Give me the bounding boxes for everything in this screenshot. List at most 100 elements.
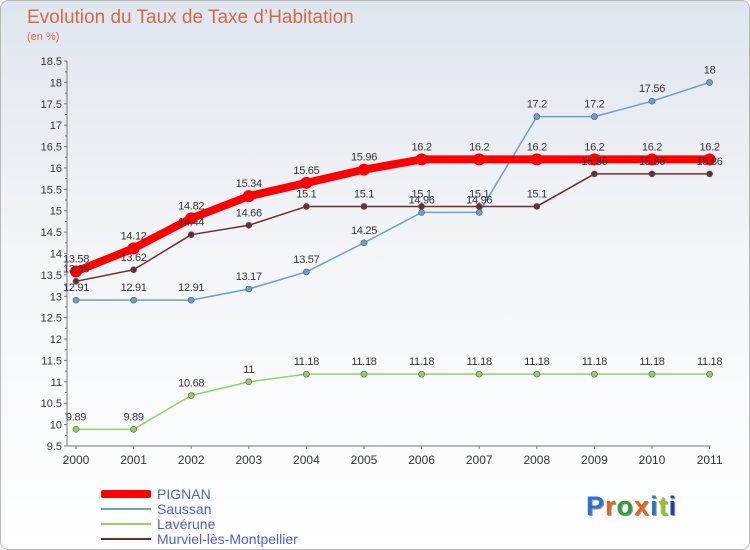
data-label-murviel-les-montpellier: 15.1: [411, 188, 431, 200]
data-label-murviel-les-montpellier: 15.86: [697, 156, 723, 168]
y-tick-label: 14: [50, 249, 62, 261]
legend-swatch-murviel: [101, 538, 151, 540]
data-point-murviel-les-montpellier: [360, 203, 368, 210]
data-label-murviel-les-montpellier: 13.35: [63, 263, 89, 275]
data-point-laverune: [72, 426, 80, 433]
logo-letter: i: [668, 491, 678, 521]
data-label-saussan: 17.2: [527, 99, 547, 111]
data-point-saussan: [591, 113, 598, 120]
data-point-laverune: [475, 370, 483, 378]
unit-label: (en %): [27, 31, 60, 43]
data-label-murviel-les-montpellier: 15.1: [527, 188, 547, 200]
data-label-laverune: 10.68: [178, 378, 204, 390]
legend-swatch-saussan: [101, 508, 151, 510]
data-point-murviel-les-montpellier: [706, 170, 713, 178]
data-label-pignan: 16.2: [642, 141, 662, 153]
legend-label-murviel: Murviel-lès-Montpellier: [157, 531, 298, 547]
data-label-laverune: 11.18: [467, 356, 492, 368]
y-tick-label: 11: [51, 377, 62, 389]
data-point-murviel-les-montpellier: [130, 266, 137, 274]
data-point-saussan: [130, 296, 137, 304]
data-point-laverune: [591, 370, 598, 378]
data-label-saussan: 12.91: [121, 282, 147, 294]
x-tick-label: 2002: [178, 453, 205, 467]
data-point-pignan: [415, 153, 428, 166]
data-point-murviel-les-montpellier: [591, 170, 598, 178]
data-point-pignan: [242, 190, 255, 203]
y-tick-label: 12.5: [41, 313, 62, 325]
x-tick-label: 2007: [466, 453, 493, 467]
data-point-pignan: [185, 212, 198, 225]
x-tick-label: 2005: [351, 453, 378, 467]
x-tick-label: 2006: [408, 453, 435, 467]
data-label-murviel-les-montpellier: 14.66: [236, 207, 262, 219]
data-point-pignan: [530, 153, 543, 166]
data-point-saussan: [706, 79, 713, 86]
y-tick-label: 18: [50, 77, 62, 89]
y-tick-label: 16.5: [41, 142, 62, 154]
series-line-murviel-les-montpellier: [75, 173, 711, 283]
data-point-saussan: [360, 239, 368, 247]
data-point-saussan: [418, 209, 425, 216]
data-point-laverune: [533, 370, 541, 378]
data-label-laverune: 11.18: [294, 356, 319, 368]
data-point-laverune: [130, 426, 137, 433]
x-tick-label: 2003: [235, 453, 262, 467]
data-label-laverune: 11.18: [697, 356, 722, 368]
data-label-laverune: 11.18: [582, 356, 607, 368]
data-point-murviel-les-montpellier: [533, 203, 541, 210]
data-point-pignan: [127, 242, 140, 255]
data-label-pignan: 14.12: [121, 230, 147, 242]
data-point-pignan: [300, 176, 313, 189]
y-tick-label: 13.5: [41, 270, 62, 282]
y-tick-label: 15.5: [41, 184, 62, 196]
data-point-saussan: [187, 296, 195, 304]
y-tick-label: 10: [50, 420, 62, 432]
data-point-murviel-les-montpellier: [648, 170, 656, 178]
x-tick-label: 2000: [63, 453, 90, 467]
y-tick-label: 14.5: [41, 227, 62, 239]
legend-label-saussan: Saussan: [157, 501, 212, 517]
data-point-laverune: [303, 370, 310, 378]
data-point-saussan: [648, 97, 656, 105]
data-label-laverune: 11.18: [639, 356, 664, 368]
series-line-laverune: [75, 373, 711, 431]
data-point-saussan: [533, 113, 541, 120]
y-tick-label: 16: [50, 163, 62, 175]
data-point-murviel-les-montpellier: [187, 231, 195, 238]
data-label-pignan: 15.34: [236, 178, 262, 190]
data-label-pignan: 16.2: [699, 141, 719, 153]
y-tick-label: 10.5: [41, 398, 62, 410]
data-point-saussan: [303, 268, 310, 276]
data-label-laverune: 9.89: [123, 411, 143, 423]
data-label-pignan: 14.82: [178, 200, 204, 212]
y-tick-label: 11.5: [41, 355, 62, 367]
data-point-laverune: [706, 370, 713, 378]
data-label-saussan: 12.91: [178, 282, 204, 294]
data-point-laverune: [648, 370, 656, 378]
data-label-murviel-les-montpellier: 15.1: [296, 188, 316, 200]
x-tick-label: 2008: [523, 453, 550, 467]
legend-swatch-pignan: [101, 490, 151, 498]
x-tick-label: 2011: [697, 453, 723, 467]
y-tick-label: 9.5: [47, 441, 62, 453]
data-point-laverune: [418, 370, 425, 378]
data-label-laverune: 11: [243, 364, 254, 376]
x-tick-label: 2004: [293, 453, 320, 467]
data-label-murviel-les-montpellier: 15.86: [639, 156, 665, 168]
legend-label-laverune: Lavérune: [157, 516, 216, 532]
logo-letter: i: [650, 491, 659, 521]
data-point-laverune: [187, 392, 195, 399]
data-point-murviel-les-montpellier: [475, 203, 483, 210]
data-point-pignan: [358, 163, 370, 176]
legend-label-pignan: PIGNAN: [157, 486, 211, 502]
data-label-murviel-les-montpellier: 15.86: [581, 156, 607, 168]
x-tick-label: 2001: [120, 453, 147, 467]
series-line-pignan: [72, 155, 714, 276]
data-label-saussan: 12.91: [63, 282, 89, 294]
x-tick-label: 2009: [581, 453, 608, 467]
data-label-pignan: 16.2: [584, 141, 604, 153]
y-tick-label: 13: [50, 291, 62, 303]
